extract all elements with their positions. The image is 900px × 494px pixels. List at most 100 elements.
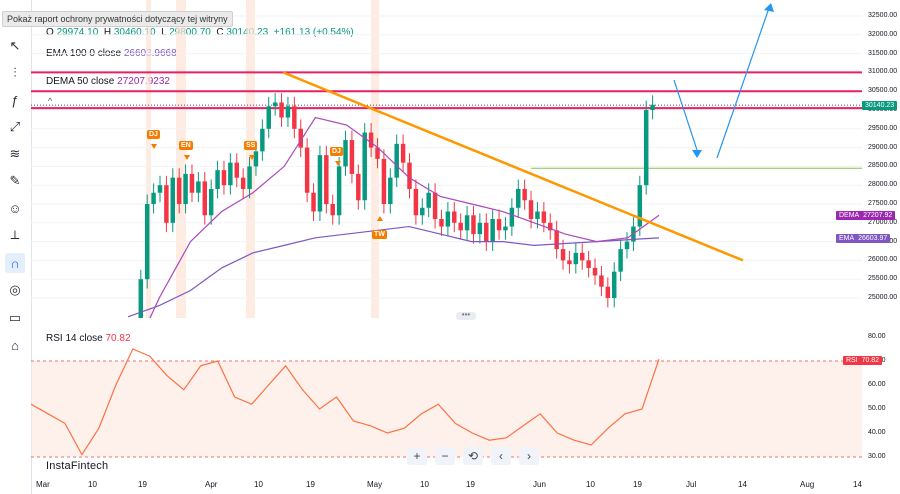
candle <box>324 155 329 204</box>
price-tick-label: 30500.00 <box>868 87 898 95</box>
pane-resize-handle[interactable]: ••• <box>456 311 476 320</box>
candle <box>420 207 425 216</box>
candle <box>176 177 182 204</box>
price-tick-label: 32500.00 <box>868 12 898 19</box>
ema-line <box>127 225 660 318</box>
candle <box>413 188 419 216</box>
candle <box>202 181 208 216</box>
projection-line <box>673 79 698 151</box>
candle <box>356 173 361 201</box>
rsi-tick-label: 80.00 <box>868 333 886 340</box>
candle <box>343 140 348 167</box>
candle <box>266 106 271 129</box>
event-marker[interactable]: DJ <box>147 130 160 139</box>
candle <box>586 260 591 268</box>
candle <box>189 173 195 193</box>
candle <box>349 140 355 174</box>
open-value: 29974.10 <box>56 27 99 38</box>
text-icon[interactable]: ✎ <box>9 173 21 188</box>
candle <box>394 143 399 178</box>
rsi-tick-label: 40.00 <box>868 429 886 436</box>
trash-icon[interactable]: ▭ <box>8 310 22 325</box>
down-arrow-icon <box>184 155 190 160</box>
event-band <box>146 0 151 318</box>
rsi-tick-label: 50.00 <box>868 405 886 412</box>
candle <box>439 219 444 227</box>
candle <box>426 192 431 208</box>
candle <box>477 222 483 235</box>
time-tick-label: Mar <box>36 480 50 489</box>
candle <box>253 151 259 167</box>
rsi-legend[interactable]: RSI 14 close 70.82 <box>46 333 131 344</box>
candle <box>304 147 310 193</box>
measure-icon[interactable]: ⟂ <box>10 227 20 242</box>
candle <box>611 271 617 298</box>
candle <box>151 192 156 204</box>
rsi-tick-label: 60.00 <box>868 381 886 388</box>
rsi-badge: RSI 70.82 <box>843 356 883 365</box>
candle <box>292 106 297 129</box>
event-marker[interactable]: SS <box>244 141 258 150</box>
price-chart[interactable] <box>31 0 862 318</box>
candle <box>605 286 611 298</box>
high-value: 30460.10 <box>113 27 156 38</box>
brand-logo: InstaFintech <box>46 460 109 472</box>
candle <box>579 252 585 261</box>
magnet-icon[interactable]: ∩ <box>5 253 25 273</box>
candle <box>560 249 566 261</box>
price-tick-label: 28500.00 <box>868 162 898 170</box>
candle <box>554 230 559 250</box>
candle <box>375 147 380 159</box>
candle <box>535 211 540 220</box>
privacy-tooltip: Pokaż raport ochrony prywatności dotyczą… <box>2 11 233 27</box>
event-marker[interactable]: DJ <box>330 147 343 156</box>
dema-badge: DEMA 27207.92 <box>836 211 896 220</box>
drawing-toolbar: ↖ ⫶ ƒ ⤢ ≋ ✎ ☺ ⟂ ∩ ◎ ▭ ⌂ <box>0 0 32 494</box>
scroll-right-button[interactable]: › <box>519 447 539 465</box>
candle <box>298 128 303 148</box>
eye-icon[interactable]: ◎ <box>9 282 21 297</box>
candle <box>272 102 278 107</box>
price-tick-label: 31500.00 <box>868 49 898 57</box>
candle <box>637 185 643 227</box>
brush-icon[interactable]: ≋ <box>9 146 21 161</box>
pattern-icon[interactable]: ⤢ <box>9 119 21 134</box>
candle <box>464 215 470 231</box>
candle <box>221 170 227 186</box>
price-tick-label: 27500.00 <box>868 200 898 207</box>
zoom-out-button[interactable]: − <box>435 447 455 465</box>
lock-icon[interactable]: ⌂ <box>11 337 19 353</box>
candle <box>503 226 508 231</box>
event-marker[interactable]: TW <box>372 230 387 239</box>
time-tick-label: 19 <box>138 480 147 489</box>
event-marker[interactable]: EN <box>179 141 193 150</box>
trendline <box>282 71 744 262</box>
dema-line <box>149 116 660 318</box>
candle <box>138 279 144 318</box>
scroll-left-button[interactable]: ‹ <box>491 447 511 465</box>
candle <box>624 241 630 250</box>
time-tick-label: May <box>367 480 383 489</box>
rsi-chart[interactable] <box>31 320 862 470</box>
time-tick-label: 19 <box>633 480 642 489</box>
dema-legend[interactable]: DEMA 50 close 27207.9232 <box>46 76 170 87</box>
down-arrow-icon <box>151 144 157 149</box>
change-value: +161.13 (+0.54%) <box>273 27 354 38</box>
time-tick-label: 10 <box>254 480 263 489</box>
event-band <box>176 0 186 318</box>
fib-icon[interactable]: ƒ <box>11 92 19 108</box>
candle <box>381 158 387 204</box>
price-tick-label: 25500.00 <box>868 275 898 283</box>
reset-icon[interactable]: ⟲ <box>463 447 483 465</box>
crosshair-icon[interactable]: ⫶ <box>13 65 17 80</box>
candle <box>592 267 598 276</box>
zoom-in-button[interactable]: + <box>407 447 427 465</box>
candle <box>183 173 188 204</box>
candle <box>285 106 291 118</box>
time-tick-label: 14 <box>853 480 862 489</box>
emoji-icon[interactable]: ☺ <box>8 200 22 216</box>
collapse-legend-button[interactable]: ^ <box>48 96 53 106</box>
rsi-line <box>31 348 660 456</box>
candle <box>311 192 316 212</box>
cursor-icon[interactable]: ↖ <box>9 38 21 53</box>
